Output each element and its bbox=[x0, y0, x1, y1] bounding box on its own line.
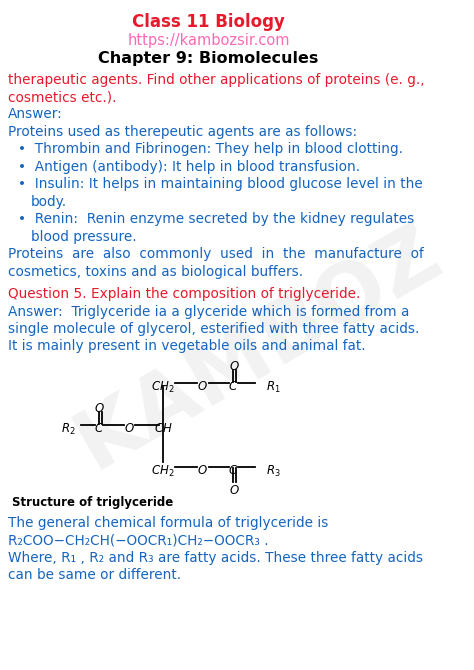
Text: $O$: $O$ bbox=[197, 464, 208, 477]
Text: $O$: $O$ bbox=[197, 380, 208, 393]
Text: Proteins  are  also  commonly  used  in  the  manufacture  of: Proteins are also commonly used in the m… bbox=[8, 247, 423, 261]
Text: Answer:: Answer: bbox=[8, 107, 63, 121]
Text: •  Renin:  Renin enzyme secreted by the kidney regulates: • Renin: Renin enzyme secreted by the ki… bbox=[18, 212, 414, 226]
Text: $O$: $O$ bbox=[124, 422, 135, 435]
Text: KAMBOZ: KAMBOZ bbox=[62, 212, 455, 485]
Text: The general chemical formula of triglyceride is: The general chemical formula of triglyce… bbox=[8, 516, 328, 529]
Text: single molecule of glycerol, esterified with three fatty acids.: single molecule of glycerol, esterified … bbox=[8, 322, 419, 336]
Text: Proteins used as therepeutic agents are as follows:: Proteins used as therepeutic agents are … bbox=[8, 125, 357, 139]
Text: $O$: $O$ bbox=[94, 402, 105, 415]
Text: $C$: $C$ bbox=[94, 422, 104, 435]
Text: can be same or different.: can be same or different. bbox=[8, 568, 181, 582]
Text: •  Antigen (antibody): It help in blood transfusion.: • Antigen (antibody): It help in blood t… bbox=[18, 160, 360, 174]
Text: $CH_2$: $CH_2$ bbox=[151, 464, 175, 479]
Text: $C$: $C$ bbox=[228, 464, 238, 477]
Text: https://kambozsir.com: https://kambozsir.com bbox=[128, 33, 290, 48]
Text: cosmetics etc.).: cosmetics etc.). bbox=[8, 90, 116, 104]
Text: $R_1$: $R_1$ bbox=[266, 380, 281, 395]
Text: Answer:  Triglyceride ia a glyceride which is formed from a: Answer: Triglyceride ia a glyceride whic… bbox=[8, 305, 409, 318]
Text: $C$: $C$ bbox=[228, 380, 238, 393]
Text: $CH_2$: $CH_2$ bbox=[151, 380, 175, 395]
Text: Class 11 Biology: Class 11 Biology bbox=[132, 13, 285, 31]
Text: body.: body. bbox=[30, 195, 67, 209]
Text: R₂COO−CH₂CH(−OOCR₁)CH₂−OOCR₃ .: R₂COO−CH₂CH(−OOCR₁)CH₂−OOCR₃ . bbox=[8, 533, 268, 547]
Text: cosmetics, toxins and as biological buffers.: cosmetics, toxins and as biological buff… bbox=[8, 265, 303, 279]
Text: $R_3$: $R_3$ bbox=[266, 464, 281, 479]
Text: $O$: $O$ bbox=[228, 360, 239, 373]
Text: $R_2$: $R_2$ bbox=[61, 422, 75, 437]
Text: Question 5. Explain the composition of triglyceride.: Question 5. Explain the composition of t… bbox=[8, 287, 360, 301]
Text: $CH$: $CH$ bbox=[154, 422, 173, 435]
Text: Where, R₁ , R₂ and R₃ are fatty acids. These three fatty acids: Where, R₁ , R₂ and R₃ are fatty acids. T… bbox=[8, 551, 423, 565]
Text: It is mainly present in vegetable oils and animal fat.: It is mainly present in vegetable oils a… bbox=[8, 340, 365, 354]
Text: therapeutic agents. Find other applications of proteins (e. g.,: therapeutic agents. Find other applicati… bbox=[8, 72, 424, 86]
Text: $O$: $O$ bbox=[228, 484, 239, 496]
Text: •  Insulin: It helps in maintaining blood glucose level in the: • Insulin: It helps in maintaining blood… bbox=[18, 178, 423, 192]
Text: Chapter 9: Biomolecules: Chapter 9: Biomolecules bbox=[99, 51, 319, 66]
Text: •  Thrombin and Fibrinogen: They help in blood clotting.: • Thrombin and Fibrinogen: They help in … bbox=[18, 143, 403, 156]
Text: blood pressure.: blood pressure. bbox=[30, 230, 136, 244]
Text: Structure of triglyceride: Structure of triglyceride bbox=[12, 496, 173, 509]
